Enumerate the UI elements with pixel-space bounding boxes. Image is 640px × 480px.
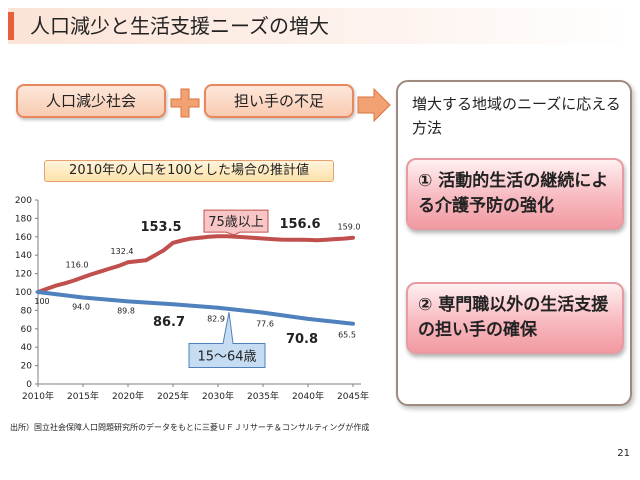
data-label: 116.0 xyxy=(66,260,89,269)
y-tick-label: 140 xyxy=(15,251,32,261)
source-footnote: 出所）国立社会保障人口問題研究所のデータをもとに三菱ＵＦＪリサーチ＆コンサルティ… xyxy=(10,423,370,432)
x-tick-label: 2015年 xyxy=(67,390,99,402)
callout-bubble-75 xyxy=(203,209,269,236)
x-tick-label: 2030年 xyxy=(202,390,234,402)
x-tick-label: 2020年 xyxy=(112,390,144,402)
y-tick-label: 100 xyxy=(15,288,32,298)
y-tick-label: 200 xyxy=(15,196,32,206)
data-label: 89.8 xyxy=(117,306,135,315)
x-tick-label: 2040年 xyxy=(292,390,324,402)
panel-heading: 増大する地域のニーズに応える方法 xyxy=(412,95,621,137)
data-label: 65.5 xyxy=(338,331,356,340)
measure-card-2: ② 専門職以外の生活支援の担い手の確保 xyxy=(406,282,624,354)
series-label-15-64: 15～64歳 xyxy=(188,312,266,368)
title-bar: 人口減少と生活支援ニーズの増大 xyxy=(8,8,632,44)
arrow-right-icon xyxy=(357,88,391,122)
data-label: 77.6 xyxy=(256,320,274,329)
data-label: 86.7 xyxy=(153,315,185,330)
page-title: 人口減少と生活支援ニーズの増大 xyxy=(30,14,329,38)
measure-card-1: ① 活動的生活の継続による介護予防の強化 xyxy=(406,158,624,230)
chart-title: 2010年の人口を100とした場合の推計値 xyxy=(44,160,334,182)
chart-series-callouts: 75歳以上 15～64歳 xyxy=(188,209,269,368)
y-tick-label: 60 xyxy=(21,325,33,335)
series-name-15-64: 15～64歳 xyxy=(197,349,256,364)
data-label: 153.5 xyxy=(140,220,181,235)
x-tick-label: 2025年 xyxy=(157,390,189,402)
plus-icon xyxy=(170,88,200,118)
y-tick-label: 160 xyxy=(15,233,32,243)
population-decline-label: 人口減少社会 xyxy=(16,84,166,118)
data-label: 159.0 xyxy=(338,223,361,232)
data-label: 82.9 xyxy=(207,315,225,324)
data-label: 132.4 xyxy=(111,247,134,256)
data-label: 94.0 xyxy=(72,303,90,312)
x-tick-label: 2035年 xyxy=(247,390,279,402)
data-label: 156.6 xyxy=(279,217,320,232)
x-tick-label: 2045年 xyxy=(337,390,369,402)
y-tick-label: 40 xyxy=(21,343,33,353)
callout-bubble-15-64 xyxy=(188,312,266,368)
y-tick-label: 20 xyxy=(21,362,33,372)
page-number: 21 xyxy=(617,448,630,459)
series-name-75: 75歳以上 xyxy=(208,215,264,230)
series-label-75-plus: 75歳以上 xyxy=(203,209,269,236)
y-tick-label: 0 xyxy=(26,380,32,390)
title-accent-bar xyxy=(8,12,14,40)
y-tick-label: 180 xyxy=(15,214,32,224)
data-label: 100 xyxy=(34,297,49,306)
caregiver-shortage-label: 担い手の不足 xyxy=(204,84,354,118)
data-label: 70.8 xyxy=(286,332,318,347)
series-line-75-plus xyxy=(36,234,355,294)
solutions-panel: 増大する地域のニーズに応える方法 ① 活動的生活の継続による介護予防の強化 ② … xyxy=(396,80,632,406)
series-line-15-64 xyxy=(36,290,355,326)
y-tick-label: 80 xyxy=(21,306,33,316)
y-tick-label: 120 xyxy=(15,270,32,280)
x-tick-label: 2010年 xyxy=(22,390,54,402)
chart-lines xyxy=(36,234,355,326)
